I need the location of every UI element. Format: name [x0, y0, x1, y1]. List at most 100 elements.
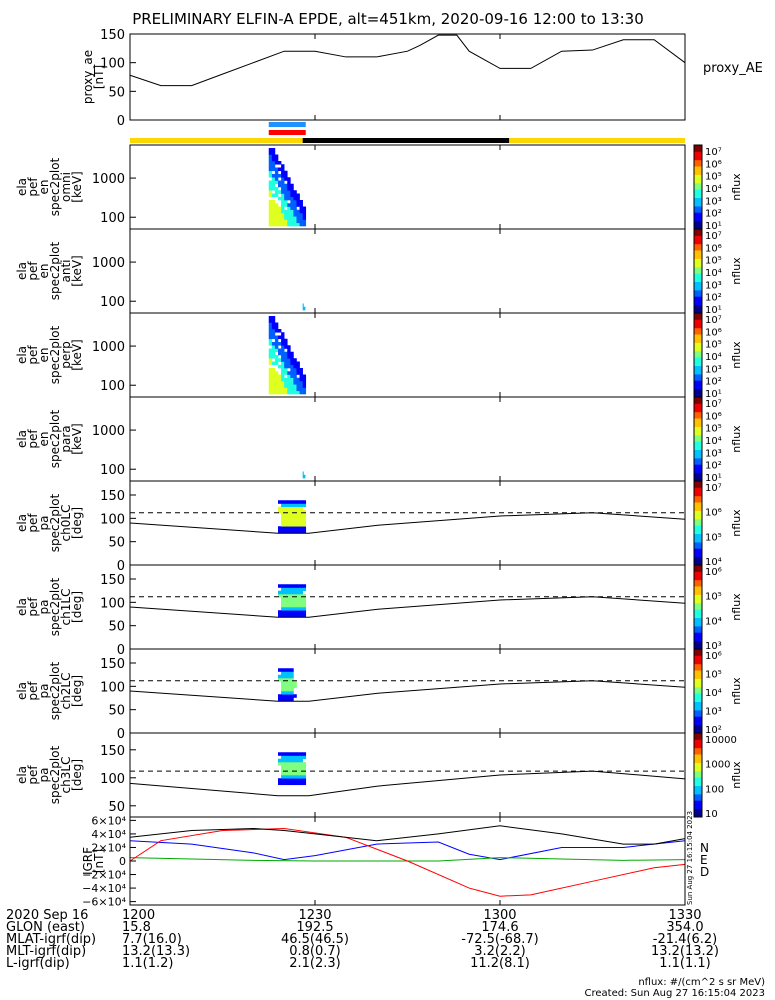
colorbar-tick-label: 10³: [705, 280, 722, 291]
colorbar-segment: [694, 535, 702, 539]
colorbar-segment: [694, 810, 702, 814]
heatmap-cell: [287, 778, 291, 782]
colorbar-tick-label: 10⁵: [705, 172, 722, 183]
colorbar-segment: [694, 407, 702, 411]
annotation-value: 13.2(13.3): [122, 944, 191, 959]
colorbar-segment: [694, 325, 702, 329]
colorbar-segment: [694, 701, 702, 705]
heatmap-cell: [287, 503, 291, 508]
colorbar-label: nflux: [730, 173, 743, 201]
colorbar-segment: [694, 434, 702, 438]
heatmap-cell: [287, 384, 291, 388]
heatmap-cell: [303, 474, 305, 479]
heatmap-cell: [278, 610, 282, 614]
colorbar-tick-label: 10³: [705, 707, 722, 718]
y-tick-label: −4×10⁴: [82, 882, 126, 895]
heatmap-cell: [290, 387, 294, 392]
heatmap-cell: [268, 209, 273, 214]
colorbar-segment: [694, 586, 702, 589]
annotation-row-label: MLAT-igrf(dip): [6, 932, 97, 947]
heatmap-cell: [278, 506, 282, 511]
heatmap-cell: [287, 768, 291, 773]
annotation-row-label: GLON (east): [6, 920, 85, 935]
heatmap-cell: [293, 209, 297, 214]
colorbar-segment: [694, 168, 702, 171]
heatmap-cell: [302, 503, 307, 508]
heatmap-cell: [299, 587, 303, 592]
heatmap-cell: [302, 526, 307, 530]
heatmap-cell: [296, 758, 300, 763]
colorbar-segment: [694, 151, 702, 154]
heatmap-cell: [281, 674, 285, 679]
colorbar-segment: [694, 418, 702, 421]
colorbar-segment: [694, 153, 702, 156]
colorbar-segment: [694, 252, 702, 255]
heatmap-cell: [284, 183, 288, 188]
heatmap-cell: [290, 694, 294, 698]
colorbar-segment: [694, 285, 702, 289]
heatmap-cell: [271, 167, 276, 172]
heatmap-cell: [281, 778, 285, 782]
colorbar-segment: [694, 380, 702, 383]
heatmap-cell: [302, 768, 307, 773]
heatmap-cell: [299, 206, 303, 211]
colorbar-segment: [694, 212, 702, 215]
colorbar-segment: [694, 163, 702, 167]
heatmap-cell: [296, 503, 300, 508]
heatmap-cell: [271, 193, 276, 198]
heatmap-cell: [274, 355, 279, 359]
heatmap-cell: [287, 697, 291, 702]
heatmap-cell: [287, 610, 291, 614]
colorbar-segment: [694, 378, 702, 381]
heatmap-cell: [278, 762, 282, 766]
colorbar-segment: [694, 428, 702, 432]
heatmap-cell: [302, 500, 307, 504]
panel-frame: [129, 312, 686, 398]
heatmap-cell: [293, 613, 297, 618]
colorbar-segment: [694, 281, 702, 285]
heatmap-cell: [281, 361, 285, 366]
heatmap-cell: [293, 513, 297, 517]
heatmap-cell: [290, 219, 294, 224]
colorbar-segment: [694, 520, 702, 524]
annotation-value: 2.1(2.3): [289, 956, 341, 971]
colorbar-tick-label: 10⁷: [705, 399, 722, 410]
colorbar-segment: [694, 392, 702, 396]
heatmap-cell: [287, 752, 291, 756]
colorbar-segment: [694, 514, 702, 518]
series-legend: proxy_AE: [703, 61, 763, 76]
colorbar-segment: [694, 224, 702, 228]
colorbar-tick-label: 1000: [705, 760, 730, 771]
heatmap-cell: [284, 600, 288, 605]
heatmap-cell: [281, 671, 285, 676]
heatmap-cell: [296, 371, 300, 375]
heatmap-cell: [274, 374, 279, 379]
heatmap-cell: [281, 345, 285, 349]
colorbar-segment: [694, 739, 702, 742]
heatmap-cell: [299, 529, 303, 534]
heatmap-cell: [278, 196, 282, 201]
heatmap-cell: [278, 526, 282, 530]
heatmap-cell: [299, 503, 303, 508]
heatmap-cell: [284, 355, 288, 359]
heatmap-cell: [290, 371, 294, 375]
heatmap-cell: [268, 180, 273, 185]
heatmap-cell: [304, 474, 306, 479]
colorbar-segment: [694, 676, 702, 679]
heatmap-cell: [271, 151, 276, 155]
heatmap-cell: [287, 371, 291, 375]
annotation-value: 354.0: [666, 920, 704, 935]
heatmap-cell: [296, 590, 300, 595]
heatmap-cell: [293, 694, 297, 698]
heatmap-cell: [290, 681, 294, 685]
heatmap-cell: [281, 506, 285, 511]
heatmap-cell: [287, 358, 291, 362]
colorbar-segment: [694, 531, 702, 534]
heatmap-cell: [302, 209, 307, 214]
colorbar-segment: [694, 187, 702, 190]
y-tick-label: −6×10⁴: [82, 896, 126, 909]
heatmap-cell: [281, 603, 285, 608]
colorbar-segment: [694, 157, 702, 161]
colorbar-segment: [694, 592, 702, 595]
